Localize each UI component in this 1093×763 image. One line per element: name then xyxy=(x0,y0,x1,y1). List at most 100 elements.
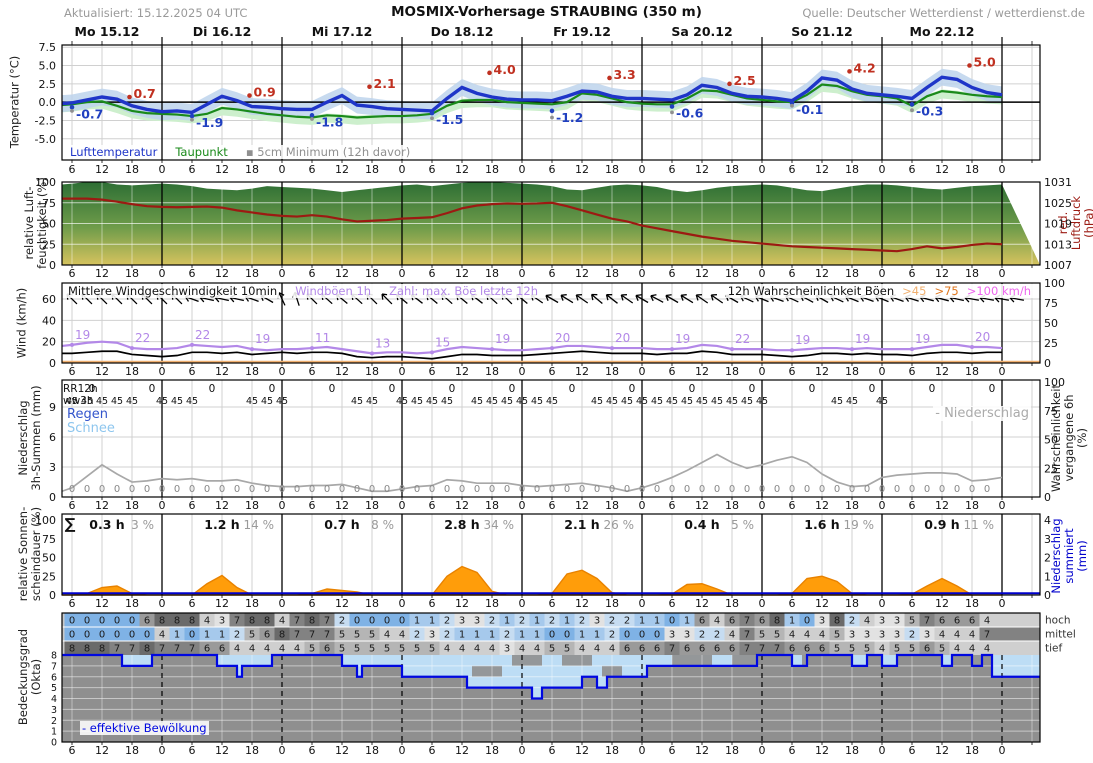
rain3h-value: 0 xyxy=(174,484,180,495)
cloud-okta-cell: 6 xyxy=(219,644,225,655)
ww3h-code: 45 xyxy=(681,396,693,407)
cloud-okta-cell: 1 xyxy=(174,630,180,641)
hour-label: 0 xyxy=(999,267,1006,280)
cloud-okta-cell: 0 xyxy=(144,630,150,641)
tick-label: 25 xyxy=(1044,462,1058,475)
ww3h-row-label: ww3h xyxy=(63,395,94,407)
hour-label: 12 xyxy=(575,499,589,512)
tick-label: 0 xyxy=(49,589,56,602)
cloud-okta-cell: 1 xyxy=(429,616,435,627)
hour-label: 0 xyxy=(759,267,766,280)
hour-label: 12 xyxy=(95,597,109,610)
niederschlag-legend-label: - Niederschlag xyxy=(933,406,1031,421)
cloud-okta-cell: 5 xyxy=(939,644,945,655)
cloud-okta-cell: 6 xyxy=(684,644,690,655)
source-credit: Quelle: Deutscher Wetterdienst / wetterd… xyxy=(802,6,1085,20)
cloud-okta-cell: 7 xyxy=(744,630,750,641)
rain3h-value: 0 xyxy=(219,484,225,495)
cloud-okta-cell: 4 xyxy=(939,630,945,641)
cloud-okta-cell: 5 xyxy=(369,630,375,641)
wind-legend-item: >45 xyxy=(900,284,929,298)
cloud-okta-cell: 6 xyxy=(324,644,330,655)
hour-label: 6 xyxy=(69,597,76,610)
cloud-okta-cell: 8 xyxy=(69,644,75,655)
hour-label: 0 xyxy=(879,365,886,378)
hour-label: 18 xyxy=(365,597,379,610)
rr12h-value: 0 xyxy=(149,383,156,395)
hour-label: 6 xyxy=(429,597,436,610)
hour-label: 12 xyxy=(695,365,709,378)
rain3h-value: 0 xyxy=(519,484,525,495)
cloud-okta-cell: 4 xyxy=(969,644,975,655)
hour-label: 18 xyxy=(245,744,259,757)
rain3h-value: 0 xyxy=(264,484,270,495)
hour-label: 6 xyxy=(789,365,796,378)
hour-label: 6 xyxy=(309,597,316,610)
hour-label: 6 xyxy=(909,744,916,757)
tick-label: -2.5 xyxy=(35,114,56,127)
cloud-okta-cell: 1 xyxy=(684,616,690,627)
tick-label: 2 xyxy=(51,716,57,727)
cloud-okta-cell: 6 xyxy=(759,616,765,627)
tmin-label: -0.7 xyxy=(76,106,103,121)
temperature-legend: Lufttemperatur Taupunkt ▪ 5cm Minimum (12h… xyxy=(68,145,426,159)
hour-label: 0 xyxy=(519,597,526,610)
cloud-okta-cell: 3 xyxy=(894,616,900,627)
tick-label: 100 xyxy=(35,514,56,527)
cloud-okta-cell: 5 xyxy=(384,644,390,655)
hour-label: 18 xyxy=(365,744,379,757)
tick-label: 20 xyxy=(42,336,56,349)
hour-label: 6 xyxy=(429,365,436,378)
cloud-okta-cell: 4 xyxy=(489,644,495,655)
wind-arrow-icon xyxy=(575,294,589,304)
cloud-okta-cell: 8 xyxy=(264,616,270,627)
tick-label: 4 xyxy=(51,694,57,705)
cloud-okta-cell: 8 xyxy=(279,630,285,641)
ww3h-code: 45 xyxy=(96,396,108,407)
hour-label: 6 xyxy=(909,267,916,280)
tick-label: 50 xyxy=(42,552,56,565)
gust-max-label: 20 xyxy=(975,330,990,344)
hour-label: 12 xyxy=(575,365,589,378)
rr12h-value: 0 xyxy=(569,383,576,395)
gust-max-label: 19 xyxy=(675,332,690,346)
hour-label: 18 xyxy=(605,267,619,280)
hour-label: 18 xyxy=(365,499,379,512)
ww3h-code: 45 xyxy=(546,396,558,407)
hour-label: 6 xyxy=(69,744,76,757)
ww3h-code: 45 xyxy=(636,396,648,407)
cloud-okta-cell: 0 xyxy=(669,616,675,627)
hour-label: 0 xyxy=(279,365,286,378)
cloud-okta-cell: 4 xyxy=(279,644,285,655)
rr12h-row-label: RR12h xyxy=(63,383,98,395)
wind-arrow-icon xyxy=(560,294,574,304)
cloud-okta-cell: 5 xyxy=(849,644,855,655)
cloud-okta-cell: 2 xyxy=(624,616,630,627)
air-temperature-line xyxy=(61,75,1003,115)
hour-label: 12 xyxy=(935,744,949,757)
rr12h-value: 0 xyxy=(449,383,456,395)
tmax-label: 3.3 xyxy=(614,67,636,82)
cloud-grid xyxy=(62,655,1040,742)
cloud-okta-cell: 6 xyxy=(699,616,705,627)
wind-arrow-icon xyxy=(710,294,724,304)
hour-label: 12 xyxy=(215,163,229,176)
page-title: MOSMIX-Vorhersage STRAUBING (350 m) xyxy=(391,4,702,20)
hour-label: 18 xyxy=(485,744,499,757)
hour-label: 6 xyxy=(189,597,196,610)
tick-label: 100 xyxy=(1044,277,1065,290)
cloud-okta-cell: 7 xyxy=(309,630,315,641)
rain3h-value: 0 xyxy=(309,484,315,495)
hour-label: 6 xyxy=(429,499,436,512)
day-boundaries xyxy=(161,182,1003,265)
hour-label: 18 xyxy=(245,597,259,610)
hour-label: 12 xyxy=(815,597,829,610)
cloud-okta-cell: 7 xyxy=(774,644,780,655)
rr12h-value: 0 xyxy=(269,383,276,395)
cloud-okta-cell: 1 xyxy=(414,616,420,627)
cloud-okta-cell: 6 xyxy=(654,644,660,655)
panel-grid xyxy=(62,380,1040,497)
rain3h-value: 0 xyxy=(99,484,105,495)
